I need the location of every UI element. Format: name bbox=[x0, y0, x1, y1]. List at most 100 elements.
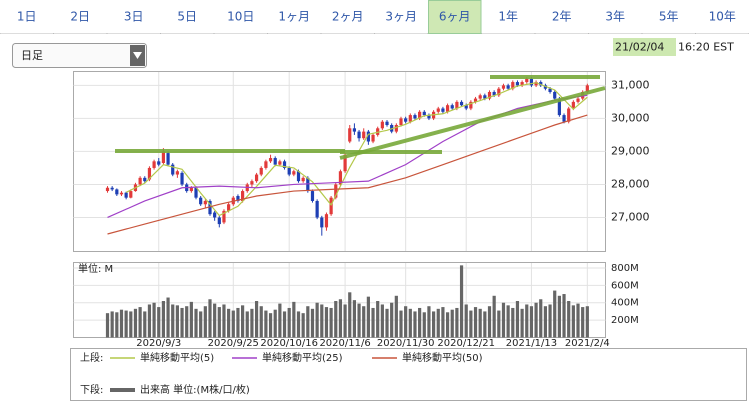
candle-body bbox=[324, 214, 329, 228]
candle-body bbox=[459, 101, 464, 106]
tab-label[interactable]: 2年 bbox=[552, 10, 572, 24]
candle-body bbox=[534, 82, 538, 86]
tab[interactable] bbox=[589, 0, 642, 34]
y-tick-label: 31,000 bbox=[611, 78, 650, 91]
candle-body bbox=[450, 105, 454, 109]
candle-body bbox=[315, 200, 319, 218]
volume-bar bbox=[241, 305, 245, 338]
tab[interactable] bbox=[161, 0, 214, 34]
volume-bar bbox=[273, 309, 277, 338]
volume-bar bbox=[567, 300, 571, 338]
tab-label[interactable]: 1年 bbox=[498, 10, 518, 24]
candle-body bbox=[557, 98, 561, 116]
candle-body bbox=[217, 217, 221, 225]
tab-label[interactable]: 10日 bbox=[227, 10, 254, 24]
candle-body bbox=[571, 101, 575, 109]
tab-label[interactable]: 1ヶ月 bbox=[278, 10, 310, 24]
tab-label[interactable]: 5日 bbox=[177, 10, 197, 24]
candle-body bbox=[273, 158, 277, 165]
tab[interactable] bbox=[107, 0, 161, 34]
volume-bar bbox=[124, 310, 128, 338]
legend-label: 単純移動平均(50) bbox=[402, 351, 483, 364]
candle-body bbox=[562, 115, 566, 122]
volume-bar bbox=[404, 306, 408, 338]
tab[interactable] bbox=[214, 0, 268, 34]
candle-body bbox=[259, 167, 263, 175]
volume-bar bbox=[189, 301, 193, 338]
volume-bar bbox=[427, 306, 431, 338]
tab[interactable] bbox=[535, 0, 589, 34]
volume-bar bbox=[478, 308, 482, 338]
tab-label[interactable]: 2ヶ月 bbox=[332, 10, 364, 24]
tab-label[interactable]: 5年 bbox=[659, 10, 679, 24]
volume-bar bbox=[152, 302, 156, 338]
volume-bar bbox=[268, 313, 273, 338]
volume-bar bbox=[459, 265, 464, 338]
tab[interactable] bbox=[696, 0, 749, 34]
tab-label[interactable]: 3年 bbox=[605, 10, 625, 24]
tab[interactable] bbox=[375, 0, 428, 34]
volume-bar bbox=[287, 307, 291, 338]
tab[interactable] bbox=[268, 0, 321, 34]
volume-bar bbox=[436, 308, 440, 338]
volume-bar bbox=[338, 299, 343, 338]
tab-label[interactable]: 10年 bbox=[709, 10, 736, 24]
tab[interactable] bbox=[321, 0, 375, 34]
candle-body bbox=[203, 200, 207, 205]
tab[interactable] bbox=[428, 0, 482, 34]
candle-body bbox=[124, 192, 128, 198]
candle-body bbox=[371, 134, 375, 142]
tab[interactable] bbox=[54, 0, 107, 34]
candle-body bbox=[567, 108, 571, 122]
volume-bar bbox=[157, 307, 161, 338]
tab[interactable] bbox=[0, 0, 54, 34]
tab-label[interactable]: 3ヶ月 bbox=[385, 10, 417, 24]
candle-body bbox=[110, 187, 114, 190]
tab-label[interactable]: 6ヶ月 bbox=[439, 10, 471, 24]
candle-body bbox=[436, 108, 440, 112]
volume-bar bbox=[264, 310, 268, 338]
tab-label[interactable]: 2日 bbox=[70, 10, 90, 24]
volume-bar bbox=[543, 306, 548, 338]
tab-label[interactable]: 1日 bbox=[17, 10, 37, 24]
candle-body bbox=[385, 121, 389, 126]
select-box[interactable] bbox=[12, 43, 147, 68]
candle-body bbox=[213, 212, 217, 218]
volume-bar bbox=[231, 310, 235, 338]
legend-box bbox=[70, 348, 747, 401]
marks: 2020/9/3 2020/9/25 2020/10/16 2020/11/6 2020… bbox=[73, 72, 650, 349]
candle-body bbox=[152, 161, 156, 168]
tab[interactable] bbox=[642, 0, 696, 34]
volume-bar bbox=[473, 307, 478, 338]
x-tick-label: 2020/9/3 bbox=[136, 338, 181, 349]
volume-bar bbox=[143, 311, 147, 338]
y-tick-label: 200M bbox=[611, 315, 639, 326]
volume-bar bbox=[236, 307, 240, 338]
volume-bar bbox=[171, 304, 175, 338]
date-highlight bbox=[613, 38, 676, 56]
candle-body bbox=[138, 177, 142, 185]
candle-body bbox=[147, 167, 152, 180]
tab[interactable] bbox=[482, 0, 535, 34]
x-tick-label: 2021/1/13 bbox=[506, 338, 557, 349]
volume-bar bbox=[581, 307, 585, 338]
candle-body bbox=[306, 177, 310, 192]
candle-body bbox=[483, 95, 487, 99]
period-select[interactable]: 日足 bbox=[12, 43, 147, 68]
candle-body bbox=[320, 217, 324, 228]
volume-bar bbox=[352, 300, 357, 338]
x-tick-label: 2020/9/25 bbox=[208, 338, 259, 349]
volume-bar bbox=[534, 302, 538, 338]
volume-bar bbox=[315, 302, 319, 338]
candle-body bbox=[473, 98, 478, 102]
candle-body bbox=[418, 111, 422, 119]
volume-bar bbox=[282, 311, 287, 338]
volume-bar bbox=[511, 307, 515, 338]
volume-bar bbox=[525, 304, 529, 338]
tab-label[interactable]: 3日 bbox=[124, 10, 144, 24]
volume-bar bbox=[362, 306, 366, 338]
candle-body bbox=[287, 167, 291, 175]
candle-body bbox=[445, 105, 450, 112]
select-label[interactable]: 日足 bbox=[21, 49, 43, 62]
